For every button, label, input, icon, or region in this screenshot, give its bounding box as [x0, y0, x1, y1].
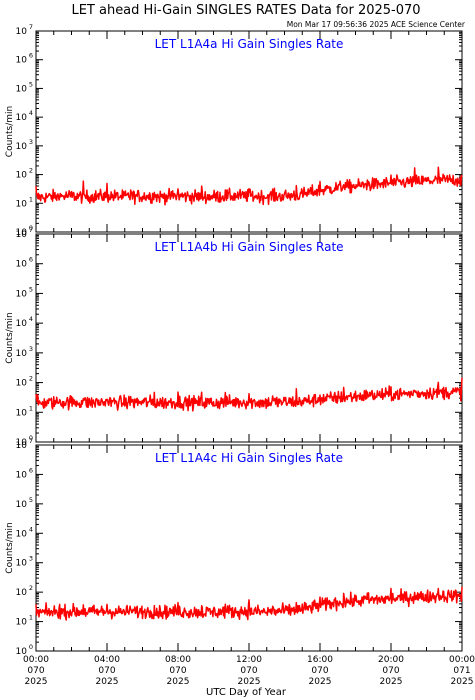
series-line: [35, 377, 463, 412]
y-tick-label: 10: [16, 559, 28, 569]
x-tick-label: 20:00: [378, 655, 404, 665]
x-tick-label: 070: [240, 666, 257, 676]
y-tick-exponent: 1: [29, 614, 33, 622]
y-tick-exponent: 4: [29, 315, 33, 323]
y-tick-exponent: 6: [29, 52, 33, 60]
y-tick-exponent: 0: [29, 224, 33, 232]
y-tick-exponent: 4: [29, 525, 33, 533]
series-line: [35, 586, 463, 621]
y-tick-exponent: 3: [29, 555, 33, 563]
y-tick-label: 10: [16, 113, 28, 123]
x-tick-label: 070: [311, 666, 328, 676]
generation-timestamp: Mon Mar 17 09:56:36 2025 ACE Science Cen…: [287, 20, 466, 29]
x-tick-label: 070: [382, 666, 399, 676]
y-tick-exponent: 6: [29, 466, 33, 474]
y-tick-label: 10: [16, 588, 28, 598]
y-tick-exponent: 7: [29, 226, 33, 234]
x-tick-label: 08:00: [165, 655, 191, 665]
chart-main-title: LET ahead Hi-Gain SINGLES RATES Data for…: [71, 3, 420, 18]
y-tick-label: 10: [16, 289, 28, 299]
y-tick-label: 10: [16, 84, 28, 94]
x-tick-label: 071: [453, 666, 470, 676]
y-tick-exponent: 2: [29, 584, 33, 592]
y-tick-exponent: 3: [29, 138, 33, 146]
panel-title: LET L1A4a Hi Gain Singles Rate: [155, 37, 344, 51]
series-line: [35, 166, 463, 206]
x-tick-label: 070: [98, 666, 115, 676]
y-tick-exponent: 0: [29, 434, 33, 442]
y-tick-label: 10: [16, 500, 28, 510]
y-tick-label: 10: [16, 171, 28, 181]
y-axis-label: Counts/min: [5, 312, 15, 363]
y-tick-label: 10: [16, 230, 28, 240]
y-tick-exponent: 0: [29, 643, 33, 651]
y-tick-label: 10: [16, 379, 28, 389]
x-tick-label: 2025: [167, 677, 190, 687]
y-tick-label: 10: [16, 438, 28, 448]
x-tick-label: 070: [27, 666, 44, 676]
y-tick-exponent: 1: [29, 195, 33, 203]
y-tick-exponent: 6: [29, 256, 33, 264]
y-tick-label: 10: [16, 260, 28, 270]
x-axis-label: UTC Day of Year: [206, 687, 287, 698]
y-tick-exponent: 5: [29, 496, 33, 504]
panel-title: LET L1A4b Hi Gain Singles Rate: [154, 240, 343, 254]
x-tick-label: 2025: [309, 677, 332, 687]
y-tick-exponent: 2: [29, 375, 33, 383]
y-tick-label: 10: [16, 319, 28, 329]
y-tick-label: 10: [16, 618, 28, 628]
y-tick-exponent: 7: [29, 437, 33, 445]
x-tick-label: 00:00: [23, 655, 49, 665]
y-tick-exponent: 2: [29, 167, 33, 175]
y-tick-label: 10: [16, 199, 28, 209]
y-tick-exponent: 7: [29, 23, 33, 31]
x-tick-label: 2025: [451, 677, 474, 687]
y-tick-label: 10: [16, 647, 28, 657]
x-tick-label: 04:00: [94, 655, 120, 665]
y-tick-exponent: 5: [29, 285, 33, 293]
y-tick-label: 10: [16, 408, 28, 418]
y-tick-label: 10: [16, 27, 28, 37]
x-tick-label: 12:00: [236, 655, 262, 665]
x-tick-label: 00:00: [449, 655, 475, 665]
y-axis-label: Counts/min: [5, 106, 15, 157]
y-tick-exponent: 4: [29, 109, 33, 117]
y-tick-exponent: 5: [29, 80, 33, 88]
y-tick-exponent: 3: [29, 345, 33, 353]
x-tick-label: 070: [169, 666, 186, 676]
y-tick-label: 10: [16, 529, 28, 539]
x-tick-label: 2025: [96, 677, 119, 687]
y-tick-label: 10: [16, 56, 28, 66]
y-tick-label: 10: [16, 470, 28, 480]
panel-title: LET L1A4c Hi Gain Singles Rate: [155, 451, 343, 465]
x-tick-label: 16:00: [307, 655, 333, 665]
x-tick-label: 2025: [25, 677, 48, 687]
y-tick-label: 10: [16, 441, 28, 451]
y-tick-exponent: 1: [29, 404, 33, 412]
x-tick-label: 2025: [238, 677, 261, 687]
x-tick-label: 2025: [380, 677, 403, 687]
y-tick-label: 10: [16, 228, 28, 238]
y-tick-label: 10: [16, 349, 28, 359]
y-tick-label: 10: [16, 142, 28, 152]
y-axis-label: Counts/min: [5, 522, 15, 573]
